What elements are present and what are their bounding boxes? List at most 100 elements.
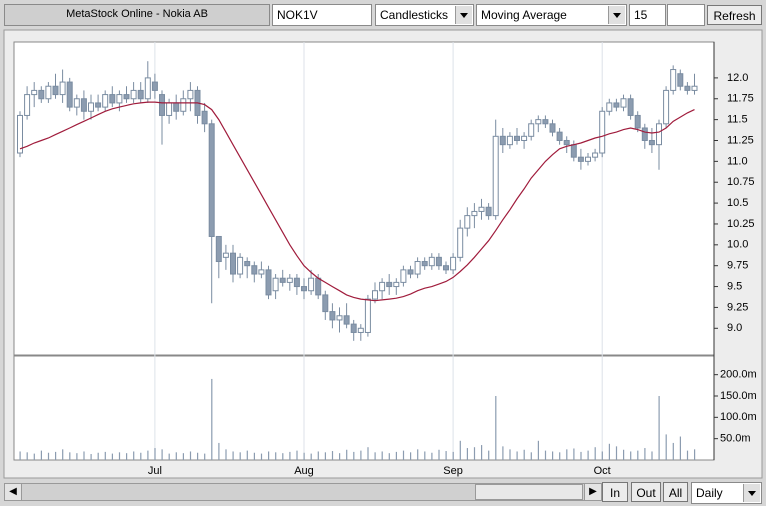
volume-bar [353, 451, 355, 460]
candle-body [379, 281, 386, 292]
y-tick-label: 11.0 [727, 155, 748, 167]
volume-bar [104, 451, 106, 460]
volume-bar [211, 378, 213, 460]
symbol-input[interactable]: NOK1V [272, 4, 372, 26]
candle-body [485, 206, 492, 217]
volume-bar [424, 451, 426, 460]
volume-bar [530, 452, 532, 460]
candle-body [116, 94, 123, 104]
chart-style-select[interactable]: Candlesticks [375, 4, 474, 26]
volume-bar [218, 442, 220, 460]
y-tick-label: 9.75 [727, 260, 748, 272]
volume-bar [189, 451, 192, 460]
volume-bar [573, 448, 575, 460]
candle-body [159, 94, 165, 116]
volume-bar [644, 448, 646, 460]
candle-body [230, 252, 236, 275]
volume-tick-label: 200.0m [720, 369, 757, 381]
volume-bar [275, 452, 277, 460]
candle-body [627, 98, 634, 116]
volume-bar [232, 451, 234, 460]
volume-bar [658, 396, 660, 460]
candle-body [237, 256, 244, 275]
indicator-select[interactable]: Moving Average [476, 4, 627, 26]
period-input[interactable]: 15 [629, 4, 666, 26]
y-tick-label: 11.75 [727, 93, 754, 105]
candle-body [350, 323, 357, 333]
candle-body [450, 256, 457, 271]
volume-bar [225, 449, 227, 460]
candle-body [109, 94, 116, 104]
candle-body [17, 114, 23, 154]
volume-bar [76, 453, 78, 460]
scroll-left[interactable]: ◀ [5, 484, 22, 500]
interval-select[interactable]: Daily [691, 482, 762, 504]
y-tick-label: 10.25 [727, 218, 755, 230]
volume-bar [118, 452, 121, 460]
zoom-in-button[interactable]: In [602, 482, 628, 502]
candle-body [187, 89, 194, 100]
volume-bar [623, 449, 625, 460]
volume-bar [552, 451, 554, 460]
candle-body [464, 215, 471, 229]
candle-body [435, 256, 442, 267]
volume-bar [481, 445, 483, 460]
moving-average-line [19, 101, 695, 302]
volume-tick-label: 50.0m [720, 433, 751, 445]
candle-body [24, 94, 31, 116]
volume-bar [630, 451, 632, 460]
candle-body [357, 327, 364, 333]
volume-tick-label: 100.0m [720, 411, 757, 423]
refresh-button[interactable]: Refresh [707, 5, 762, 25]
window-title: MetaStock Online - Nokia AB [4, 4, 270, 26]
volume-bar [537, 440, 539, 460]
candle-body [88, 102, 94, 112]
candle-body [599, 110, 606, 154]
candle-body [457, 227, 464, 258]
candle-body [336, 315, 343, 321]
volume-panel [13, 355, 715, 461]
candle-body [592, 152, 599, 158]
volume-bar [452, 451, 454, 460]
candle-body [180, 98, 187, 112]
candle-body [542, 119, 549, 125]
candle-body [293, 277, 300, 288]
candle-body [471, 210, 478, 217]
volume-bar [90, 454, 92, 460]
scroll-thumb[interactable] [475, 484, 583, 500]
candle-body [393, 281, 400, 288]
candle-body [151, 81, 158, 91]
volume-bar [686, 450, 689, 460]
candle-body [521, 135, 528, 141]
y-tick-label: 10.5 [727, 197, 748, 209]
candle-body [308, 277, 315, 292]
candle-body [620, 98, 627, 108]
volume-bar [665, 434, 667, 460]
x-tick-label: Jul [148, 465, 162, 477]
volume-bar [608, 443, 610, 460]
volume-bar [197, 452, 199, 460]
all-button[interactable]: All [663, 482, 688, 502]
scrollbar[interactable]: ◀ ▶ [4, 483, 602, 501]
candle-body [570, 144, 577, 158]
candle-body [102, 94, 109, 108]
volume-bar [168, 453, 170, 460]
zoom-out-button[interactable]: Out [631, 482, 661, 502]
volume-bar [388, 453, 390, 460]
volume-bar [580, 451, 582, 460]
candle-body [45, 85, 52, 100]
volume-bar [239, 452, 241, 460]
volume-bar [19, 451, 21, 460]
candle-body [684, 85, 691, 91]
y-tick-label: 11.5 [727, 114, 748, 126]
volume-bar [204, 453, 206, 460]
candle-body [506, 135, 513, 146]
volume-bar [69, 452, 71, 460]
scroll-right[interactable]: ▶ [584, 484, 601, 500]
candle-body [443, 265, 449, 271]
volume-bar [182, 453, 184, 460]
volume-bar [282, 453, 284, 460]
candle-body [372, 290, 378, 300]
volume-bar [360, 450, 362, 460]
